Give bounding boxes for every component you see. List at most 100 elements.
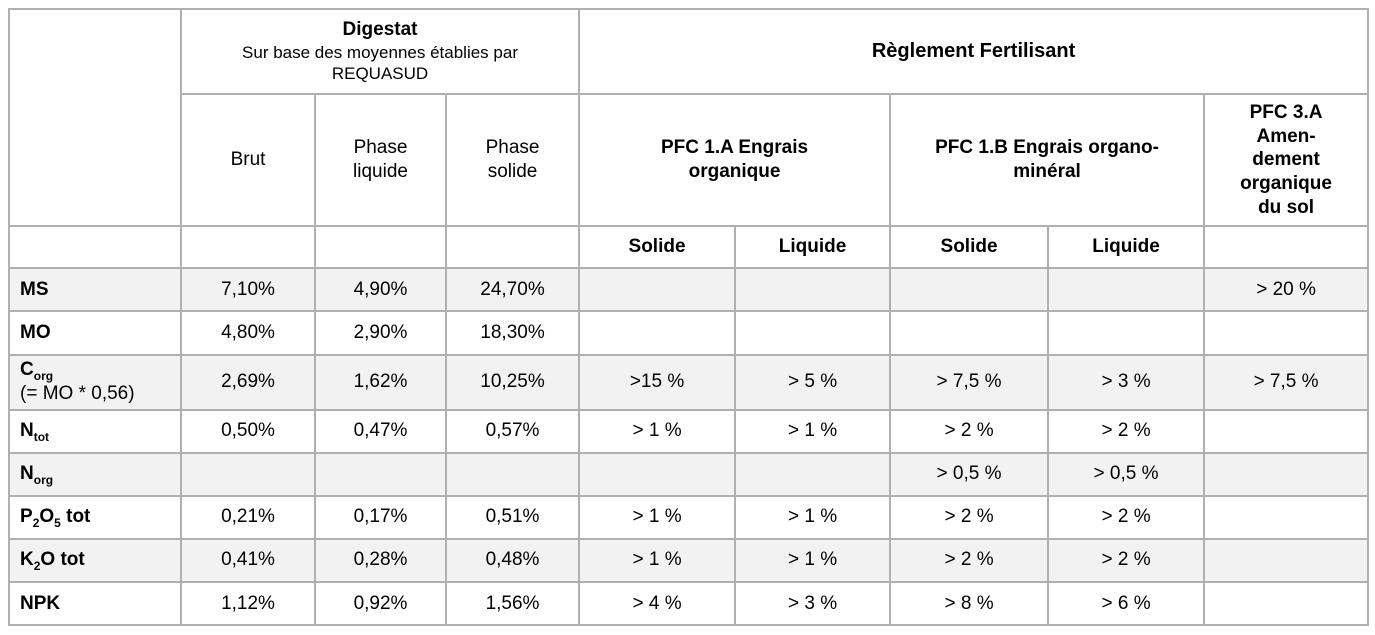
value-cell: > 2 % <box>889 408 1050 454</box>
value-cell: > 3 % <box>1047 353 1206 411</box>
value-cell <box>734 267 892 313</box>
value-cell: 1,12% <box>180 580 316 627</box>
value-cell: 4,80% <box>180 310 316 356</box>
table-row-k2o: K2O tot 0,41% 0,28% 0,48% > 1 % > 1 % > … <box>8 537 1370 583</box>
empty-cell <box>1203 225 1370 270</box>
value-cell: > 5 % <box>734 353 892 411</box>
value-cell: 0,92% <box>314 580 447 627</box>
value-cell <box>578 267 737 313</box>
value-cell <box>889 267 1050 313</box>
value-cell: > 1 % <box>578 408 737 454</box>
value-cell: 0,17% <box>314 494 447 540</box>
subcol-header-liquide: Liquide <box>1047 225 1206 270</box>
value-cell: > 1 % <box>578 537 737 583</box>
row-label-cell: K2O tot <box>8 537 182 583</box>
col-header-phase-solide: Phase solide <box>444 93 581 228</box>
row-label: NPK <box>20 592 61 614</box>
row-label-note: (= MO * 0,56) <box>20 383 135 405</box>
value-cell: > 0,5 % <box>1047 451 1206 497</box>
value-cell: > 1 % <box>734 494 892 540</box>
digestat-group-header: Digestat Sur base des moyennes établies … <box>179 7 581 96</box>
row-label: Ntot <box>20 420 50 445</box>
value-cell: > 0,5 % <box>889 451 1050 497</box>
value-cell: > 7,5 % <box>889 353 1050 411</box>
value-cell <box>1203 408 1370 454</box>
col-header-pfc-1b: PFC 1.B Engrais organo- minéral <box>889 93 1206 228</box>
value-cell <box>1047 267 1206 313</box>
row-label-cell: MO <box>8 310 182 356</box>
empty-cell <box>8 225 182 270</box>
table-row-corg: Corg (= MO * 0,56) 2,69% 1,62% 10,25% >15… <box>8 353 1370 411</box>
header-row-columns: Brut Phase liquide Phase solide PFC 1.A … <box>9 93 1370 228</box>
header-row-groups: Digestat Sur base des moyennes établies … <box>8 7 1370 228</box>
value-cell <box>1203 310 1370 356</box>
col-header-brut: Brut <box>180 93 316 228</box>
value-cell: 0,57% <box>444 408 581 454</box>
value-cell: > 1 % <box>734 408 892 454</box>
value-cell: 2,90% <box>314 310 447 356</box>
row-label-cell: NPK <box>8 580 182 627</box>
value-cell: 2,69% <box>180 353 316 411</box>
value-cell: > 2 % <box>1047 494 1206 540</box>
subcol-header-solide: Solide <box>889 225 1050 270</box>
row-label-cell: Norg <box>8 451 182 497</box>
value-cell: 4,90% <box>314 267 447 313</box>
value-cell: 0,21% <box>180 494 316 540</box>
row-label-cell: P2O5 tot <box>8 494 182 540</box>
row-label: Corg <box>20 359 54 384</box>
value-cell: > 2 % <box>889 537 1050 583</box>
value-cell: 0,41% <box>180 537 316 583</box>
value-cell: 7,10% <box>180 267 316 313</box>
value-cell: > 4 % <box>578 580 737 627</box>
row-label-cell: Ntot <box>8 408 182 454</box>
value-cell <box>1203 580 1370 627</box>
value-cell <box>578 310 737 356</box>
header-row-subcolumns: Solide Liquide Solide Liquide <box>8 225 1370 270</box>
value-cell <box>1203 451 1370 497</box>
table-row-ntot: Ntot 0,50% 0,47% 0,57% > 1 % > 1 % > 2 %… <box>8 408 1370 454</box>
row-label: MO <box>20 322 51 344</box>
value-cell <box>734 310 892 356</box>
value-cell: > 2 % <box>1047 408 1206 454</box>
value-cell: > 2 % <box>889 494 1050 540</box>
row-label: Norg <box>20 463 54 488</box>
row-label: MS <box>20 279 49 301</box>
table-row-ms: MS 7,10% 4,90% 24,70% > 20 % <box>8 267 1370 313</box>
corner-empty-cell <box>8 7 182 228</box>
value-cell: > 2 % <box>1047 537 1206 583</box>
col-header-pfc-1a: PFC 1.A Engrais organique <box>578 93 892 228</box>
value-cell: 0,48% <box>444 537 581 583</box>
value-cell: > 8 % <box>889 580 1050 627</box>
table-row-mo: MO 4,80% 2,90% 18,30% <box>8 310 1370 356</box>
empty-cell <box>180 225 316 270</box>
value-cell: 1,62% <box>314 353 447 411</box>
value-cell: > 7,5 % <box>1203 353 1370 411</box>
table-row-npk: NPK 1,12% 0,92% 1,56% > 4 % > 3 % > 8 % … <box>8 580 1370 627</box>
value-cell: >15 % <box>578 353 737 411</box>
value-cell: 1,56% <box>444 580 581 627</box>
value-cell: 0,51% <box>444 494 581 540</box>
reglement-group-header: Règlement Fertilisant <box>578 7 1370 96</box>
value-cell: > 1 % <box>734 537 892 583</box>
value-cell: 18,30% <box>444 310 581 356</box>
value-cell <box>889 310 1050 356</box>
row-label-cell: MS <box>8 267 182 313</box>
table-row-norg: Norg > 0,5 % > 0,5 % <box>8 451 1370 497</box>
value-cell: 24,70% <box>444 267 581 313</box>
row-label-cell: Corg (= MO * 0,56) <box>8 353 182 411</box>
value-cell: > 20 % <box>1203 267 1370 313</box>
value-cell: 0,28% <box>314 537 447 583</box>
value-cell <box>1047 310 1206 356</box>
value-cell: 0,47% <box>314 408 447 454</box>
empty-cell <box>444 225 581 270</box>
table-row-p2o5: P2O5 tot 0,21% 0,17% 0,51% > 1 % > 1 % >… <box>8 494 1370 540</box>
value-cell <box>444 451 581 497</box>
value-cell: 10,25% <box>444 353 581 411</box>
subcol-header-liquide: Liquide <box>734 225 892 270</box>
value-cell <box>180 451 316 497</box>
value-cell <box>1203 537 1370 583</box>
value-cell <box>578 451 737 497</box>
digestat-title: Digestat <box>342 19 418 41</box>
value-cell: > 1 % <box>578 494 737 540</box>
